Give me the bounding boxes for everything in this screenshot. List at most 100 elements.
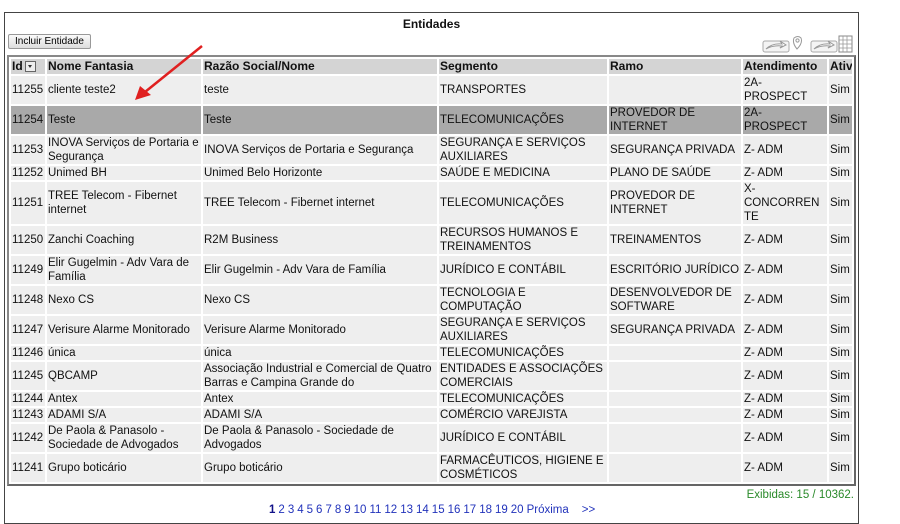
table-row[interactable]: 11242 De Paola & Panasolo - Sociedade de … (11, 424, 852, 452)
cell-nome: Teste (47, 106, 201, 134)
cell-atendimento: Z- ADM (743, 136, 827, 164)
cell-id: 11244 (11, 392, 45, 406)
page-link[interactable]: 7 (325, 504, 332, 516)
cell-ramo: SEGURANÇA PRIVADA (609, 316, 741, 344)
cell-atendimento: Z- ADM (743, 256, 827, 284)
cell-nome: Unimed BH (47, 166, 201, 180)
column-header-ramo[interactable]: Ramo (609, 59, 741, 74)
cell-segmento: RECURSOS HUMANOS E TREINAMENTOS (439, 226, 607, 254)
page-link[interactable]: 13 (400, 504, 413, 516)
table-row[interactable]: 11247 Verisure Alarme Monitorado Verisure … (11, 316, 852, 344)
page-link[interactable]: 20 (510, 504, 524, 516)
cell-nome: ADAMI S/A (47, 408, 201, 422)
cell-id: 11247 (11, 316, 45, 344)
page-link[interactable]: 12 (384, 504, 398, 516)
column-header-razao-social[interactable]: Razão Social/Nome (203, 59, 437, 74)
cell-segmento: ENTIDADES E ASSOCIAÇÕES COMERCIAIS (439, 362, 607, 390)
pagination: 1 2 3 4 5 6 7 8 9 10 11 12 13 14 15 16 17 18 19 20 Próxima >> (7, 503, 856, 517)
table-row[interactable]: 11251 TREE Telecom - Fibernet internet TRE… (11, 182, 852, 224)
column-header-segmento[interactable]: Segmento (439, 59, 607, 74)
page-link[interactable]: 2 (278, 504, 285, 516)
cell-id: 11243 (11, 408, 45, 422)
cell-atendimento: Z- ADM (743, 226, 827, 254)
table-row[interactable]: 11245 QBCAMP Associação Industrial e Comer… (11, 362, 852, 390)
cell-nome: TREE Telecom - Fibernet internet (47, 182, 201, 224)
cell-atendimento: Z- ADM (743, 316, 827, 344)
page-link[interactable]: 14 (416, 504, 429, 516)
column-header-id[interactable]: Id (11, 59, 45, 74)
table-row[interactable]: 11253 INOVA Serviços de Portaria e Segura… (11, 136, 852, 164)
column-header-atendimento[interactable]: Atendimento (743, 59, 827, 74)
cell-nome: Grupo boticário (47, 454, 201, 482)
cell-segmento: TELECOMUNICAÇÕES (439, 392, 607, 406)
page-link[interactable]: 1 (269, 504, 276, 516)
table-row[interactable]: 11250 Zanchi Coaching R2M Business RECURSOS… (11, 226, 852, 254)
cell-razao: INOVA Serviços de Portaria e Segurança (203, 136, 437, 164)
cell-nome: Verisure Alarme Monitorado (47, 316, 201, 344)
cell-ramo: DESENVOLVEDOR DE SOFTWARE (609, 286, 741, 314)
page-link[interactable]: 16 (447, 504, 461, 516)
cell-segmento: TELECOMUNICAÇÕES (439, 346, 607, 360)
cell-nome: única (47, 346, 201, 360)
table-row[interactable]: 11246 única única TELECOMUNICAÇÕES Z- ADM Sim (11, 346, 852, 360)
export-map-icon[interactable] (762, 35, 806, 53)
sort-dropdown-icon[interactable] (24, 61, 36, 73)
page-link[interactable]: 3 (287, 504, 295, 516)
page-link[interactable]: 9 (344, 504, 351, 516)
cell-id: 11242 (11, 424, 45, 452)
cell-razao: Grupo boticário (203, 454, 437, 482)
column-header-ativo[interactable]: Ativo (829, 59, 852, 74)
cell-id: 11251 (11, 182, 45, 224)
entidades-panel: Entidades Incluir Entidade Id (4, 12, 859, 524)
page-link[interactable]: 10 (353, 504, 367, 516)
cell-segmento: SAÚDE E MEDICINA (439, 166, 607, 180)
cell-id: 11246 (11, 346, 45, 360)
cell-ramo: PROVEDOR DE INTERNET (609, 106, 741, 134)
page-link[interactable]: 8 (334, 504, 342, 516)
cell-razao: Antex (203, 392, 437, 406)
cell-id: 11250 (11, 226, 45, 254)
page-link[interactable]: 19 (494, 504, 508, 516)
cell-segmento: TECNOLOGIA E COMPUTAÇÃO (439, 286, 607, 314)
cell-segmento: SEGURANÇA E SERVIÇOS AUXILIARES (439, 136, 607, 164)
page-link[interactable]: 18 (479, 504, 492, 516)
cell-razao: ADAMI S/A (203, 408, 437, 422)
table-row[interactable]: 11248 Nexo CS Nexo CS TECNOLOGIA E COMPUTAÇ… (11, 286, 852, 314)
cell-nome: Zanchi Coaching (47, 226, 201, 254)
cell-nome: QBCAMP (47, 362, 201, 390)
last-page-link[interactable]: >> (581, 504, 596, 516)
table-row[interactable]: 11254 Teste Teste TELECOMUNICAÇÕES PROVEDOR … (11, 106, 852, 134)
cell-ramo (609, 454, 741, 482)
cell-id: 11255 (11, 76, 45, 104)
column-header-nome-fantasia[interactable]: Nome Fantasia (47, 59, 201, 74)
table-row[interactable]: 11255 cliente teste2 teste TRANSPORTES 2A- P… (11, 76, 852, 104)
cell-atendimento: Z- ADM (743, 392, 827, 406)
cell-razao: única (203, 346, 437, 360)
page-link[interactable]: 11 (369, 504, 382, 516)
page-link[interactable]: 15 (431, 504, 445, 516)
cell-id: 11252 (11, 166, 45, 180)
cell-razao: Nexo CS (203, 286, 437, 314)
cell-id: 11248 (11, 286, 45, 314)
cell-ativo: Sim (829, 286, 852, 314)
page-link[interactable]: 4 (297, 504, 304, 516)
cell-nome: Nexo CS (47, 286, 201, 314)
page-link[interactable]: 17 (463, 504, 477, 516)
table-row[interactable]: 11252 Unimed BH Unimed Belo Horizonte SAÚDE… (11, 166, 852, 180)
cell-razao: Elir Gugelmin - Adv Vara de Família (203, 256, 437, 284)
cell-ramo: PLANO DE SAÚDE (609, 166, 741, 180)
cell-ramo (609, 362, 741, 390)
table-row[interactable]: 11241 Grupo boticário Grupo boticário FARMA… (11, 454, 852, 482)
export-spreadsheet-icon[interactable] (810, 35, 854, 53)
cell-razao: Associação Industrial e Comercial de Qua… (203, 362, 437, 390)
add-entity-button[interactable]: Incluir Entidade (8, 34, 91, 49)
next-page-link[interactable]: Próxima (526, 504, 569, 516)
table-row[interactable]: 11244 Antex Antex TELECOMUNICAÇÕES Z- ADM Sim (11, 392, 852, 406)
cell-ativo: Sim (829, 226, 852, 254)
table-row[interactable]: 11249 Elir Gugelmin - Adv Vara de Família… (11, 256, 852, 284)
cell-ramo: PROVEDOR DE INTERNET (609, 182, 741, 224)
table-row[interactable]: 11243 ADAMI S/A ADAMI S/A COMÉRCIO VAREJIST… (11, 408, 852, 422)
page-link[interactable]: 5 (306, 504, 314, 516)
page-link[interactable]: 6 (316, 504, 323, 516)
cell-nome: INOVA Serviços de Portaria e Segurança (47, 136, 201, 164)
